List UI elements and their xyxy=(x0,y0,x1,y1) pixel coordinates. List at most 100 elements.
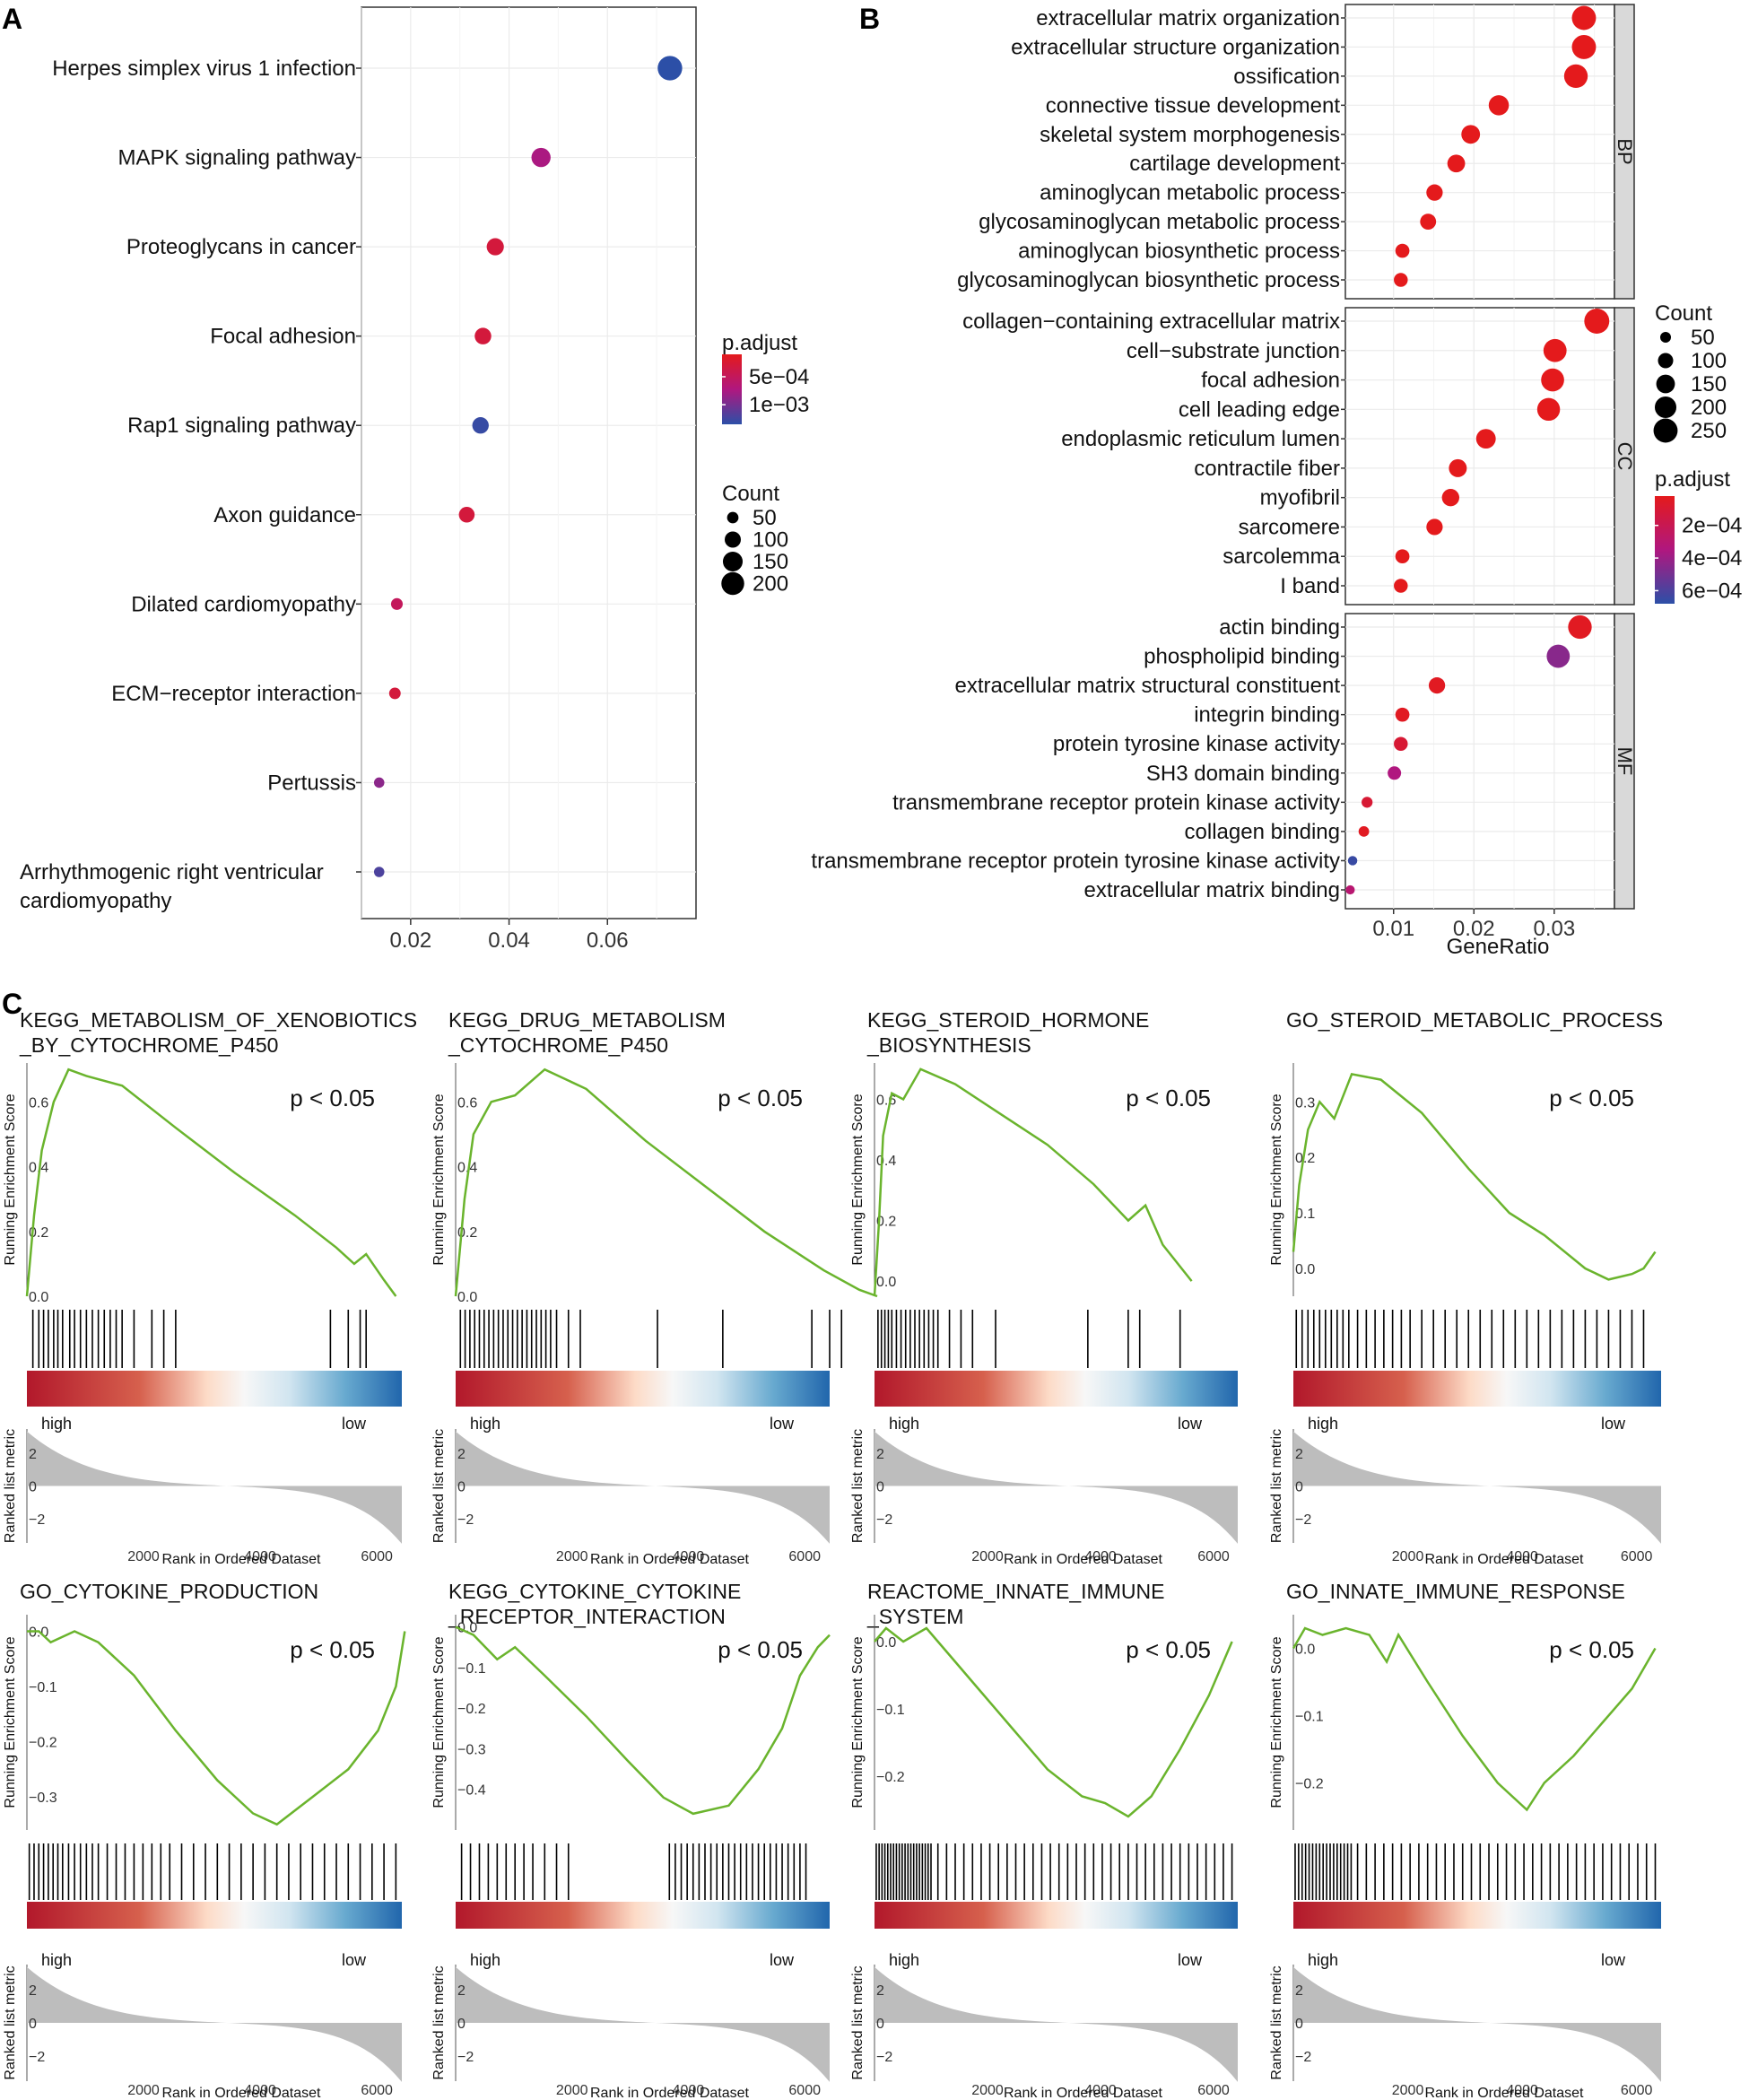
legend-size-label: 250 xyxy=(1691,419,1727,443)
y-tick-label: Rap1 signaling pathway xyxy=(127,414,356,438)
data-point xyxy=(1358,825,1370,837)
metric-tick-label: 0 xyxy=(1295,2017,1303,2032)
y-tick-label: I band xyxy=(1280,574,1340,598)
gsea-plot: GO_CYTOKINE_PRODUCTION−0.3−0.2−0.10.0Run… xyxy=(3,1580,406,2100)
data-point xyxy=(1420,213,1437,231)
es-curve xyxy=(874,1626,1233,1818)
es-tick-label: 0.4 xyxy=(457,1161,477,1176)
es-tick-label: 0.4 xyxy=(876,1154,896,1169)
rank-tick-label: 2000 xyxy=(556,2083,588,2098)
data-point xyxy=(1428,676,1446,694)
es-tick-label: −0.3 xyxy=(29,1791,57,1806)
panel-letter-c: C xyxy=(2,988,22,1020)
data-point xyxy=(1345,884,1355,895)
legend-size-dot xyxy=(1654,396,1677,419)
y-tick-label: focal adhesion xyxy=(1201,369,1340,393)
y-tick-label: cell leading edge xyxy=(1179,397,1340,422)
x-tick-label: 0.02 xyxy=(389,928,431,953)
y-tick-label: Herpes simplex virus 1 infection xyxy=(52,57,356,81)
panel-letter-b: B xyxy=(859,3,880,35)
high-label: high xyxy=(889,1951,919,1969)
legend-color-label: 2e−04 xyxy=(1682,514,1742,538)
data-point xyxy=(531,147,551,168)
rank-axis-title: Rank in Ordered Dataset xyxy=(162,2086,322,2100)
high-label: high xyxy=(41,1415,72,1433)
y-tick-label: ossification xyxy=(1233,65,1340,89)
rank-axis-title: Rank in Ordered Dataset xyxy=(1425,1552,1585,1567)
facet-panel xyxy=(1344,613,1615,910)
data-point xyxy=(390,597,404,610)
es-tick-label: 0.0 xyxy=(29,1290,48,1305)
gsea-title: _SYSTEM xyxy=(866,1605,963,1628)
gsea-plot: KEGG_METABOLISM_OF_XENOBIOTICS_BY_CYTOCH… xyxy=(3,1008,417,1567)
metric-axis-title: Ranked list metric xyxy=(3,1965,18,2079)
y-tick-label: Focal adhesion xyxy=(210,325,356,349)
rank-colorbar xyxy=(874,1902,1238,1929)
x-tick-label: 0.04 xyxy=(488,928,530,953)
es-axis-title: Running Enrichment Score xyxy=(431,1636,447,1808)
y-tick-label: cartilage development xyxy=(1129,152,1340,176)
y-tick-label: integrin binding xyxy=(1194,703,1340,728)
gsea-plot: KEGG_CYTOKINE_CYTOKINE_RECEPTOR_INTERACT… xyxy=(431,1580,831,2100)
ranked-metric-area xyxy=(27,1431,402,1544)
data-point xyxy=(1388,766,1402,780)
rank-tick-label: 6000 xyxy=(788,1549,821,1564)
low-label: low xyxy=(770,1415,795,1433)
es-axis-title: Running Enrichment Score xyxy=(850,1636,866,1808)
x-tick-label: 0.06 xyxy=(587,928,629,953)
facet-strip-label: BP xyxy=(1614,138,1636,164)
y-tick-label: aminoglycan biosynthetic process xyxy=(1018,240,1340,264)
es-tick-label: −0.2 xyxy=(29,1736,57,1751)
metric-axis-title: Ranked list metric xyxy=(431,1429,447,1543)
ranked-metric-area xyxy=(1293,1966,1661,2082)
x-tick-label: 0.03 xyxy=(1533,917,1575,941)
data-point xyxy=(1362,797,1373,808)
rank-tick-label: 4000 xyxy=(1506,1549,1538,1564)
rank-colorbar xyxy=(27,1371,402,1407)
y-tick-label: contractile fiber xyxy=(1194,457,1340,481)
data-point xyxy=(1546,644,1571,668)
y-tick-label: ECM−receptor interaction xyxy=(111,682,356,706)
high-label: high xyxy=(1308,1415,1338,1433)
facet-strip-label: CC xyxy=(1614,442,1636,471)
gsea-plot: GO_INNATE_IMMUNE_RESPONSE −0.2 −0.1 0.0 Runn… xyxy=(1269,1580,1661,2100)
metric-tick-label: −2 xyxy=(1295,2050,1311,2065)
pvalue-label: p < 0.05 xyxy=(290,1636,375,1663)
es-axis-title: Running Enrichment Score xyxy=(850,1094,866,1265)
es-tick-label: 0.1 xyxy=(1295,1207,1315,1222)
metric-tick-label: 2 xyxy=(876,1983,884,1999)
metric-axis-title: Ranked list metric xyxy=(850,1429,866,1543)
high-label: high xyxy=(1308,1951,1338,1969)
es-tick-label: −0.2 xyxy=(876,1770,905,1785)
plot-area-a xyxy=(361,6,697,919)
rank-tick-label: 6000 xyxy=(1197,1549,1230,1564)
es-tick-label: −0.2 xyxy=(1295,1777,1324,1792)
y-tick-label: connective tissue development xyxy=(1046,93,1341,118)
es-axis-title: Running Enrichment Score xyxy=(431,1094,447,1265)
data-point xyxy=(1395,707,1410,722)
high-label: high xyxy=(470,1415,500,1433)
gsea-title: GO_CYTOKINE_PRODUCTION xyxy=(20,1580,318,1603)
es-curve xyxy=(873,1067,1193,1297)
rank-tick-label: 4000 xyxy=(244,1549,276,1564)
legend-size-dot xyxy=(1659,331,1672,344)
y-tick-label: Proteoglycans in cancer xyxy=(126,235,356,259)
metric-tick-label: −2 xyxy=(1295,1512,1311,1528)
data-point xyxy=(1426,184,1443,201)
high-label: high xyxy=(470,1951,500,1969)
low-label: low xyxy=(342,1415,367,1433)
low-label: low xyxy=(1178,1951,1203,1969)
y-tick-label: MAPK signaling pathway xyxy=(118,146,356,170)
y-tick-label: Axon guidance xyxy=(213,503,356,527)
y-tick-label: transmembrane receptor protein tyrosine … xyxy=(811,849,1340,873)
es-tick-label: −0.1 xyxy=(1295,1710,1324,1725)
gsea-title: KEGG_METABOLISM_OF_XENOBIOTICS xyxy=(20,1008,417,1032)
legend-size-dot xyxy=(722,551,744,572)
gsea-title: KEGG_DRUG_METABOLISM xyxy=(448,1008,726,1032)
rank-colorbar xyxy=(456,1902,830,1929)
legend-size-dot xyxy=(727,511,739,524)
legend-size-label: 50 xyxy=(753,506,777,530)
data-point xyxy=(1449,458,1467,477)
metric-tick-label: −2 xyxy=(457,2050,474,2065)
legend-size-title: Count xyxy=(722,482,779,506)
